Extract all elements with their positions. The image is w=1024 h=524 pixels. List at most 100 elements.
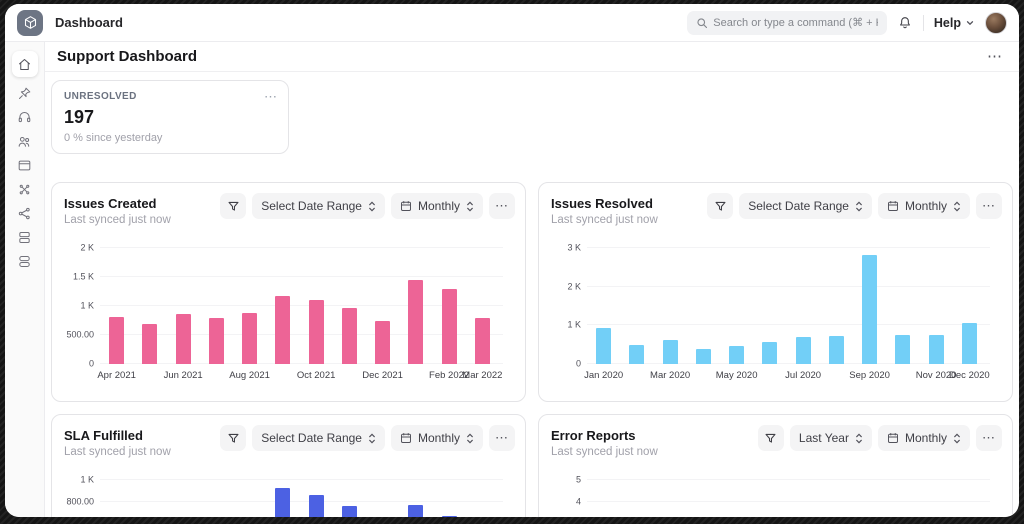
bar[interactable] [895,335,911,364]
bar[interactable] [729,346,745,364]
filter-button[interactable] [757,425,784,451]
bar[interactable] [629,344,645,364]
bar[interactable] [596,328,612,364]
bar[interactable] [275,487,291,517]
bar[interactable] [662,339,678,364]
granularity-select[interactable]: Monthly [390,425,483,451]
sidebar-item-tables[interactable] [12,250,38,272]
gridline [587,479,990,480]
bar[interactable] [928,334,944,364]
bar[interactable] [408,279,424,364]
bar[interactable] [441,516,457,517]
bar[interactable] [441,288,457,364]
x-axis-tick: Dec 2021 [362,370,403,381]
panel-subtitle: Last synced just now [551,446,658,458]
bar[interactable] [142,323,158,364]
bar[interactable] [474,317,490,364]
app-logo[interactable] [17,9,43,36]
sidebar-item-support[interactable] [12,106,38,128]
panel-more-button[interactable]: ⋯ [976,425,1002,451]
bar[interactable] [762,342,778,364]
panel-more-button[interactable]: ⋯ [489,425,515,451]
calendar-icon [400,432,412,444]
chevron-updown-icon [368,433,376,444]
sidebar-item-integrations[interactable] [12,202,38,224]
bar[interactable] [695,349,711,364]
panel-more-button[interactable]: ⋯ [976,193,1002,219]
search-icon [696,17,707,29]
date-range-label: Select Date Range [748,199,849,213]
panel-sla-fulfilled: SLA Fulfilled Last synced just now Selec… [51,414,526,517]
chevron-updown-icon [466,201,474,212]
date-range-select[interactable]: Select Date Range [252,193,385,219]
x-axis-tick: Jan 2020 [584,370,624,381]
gridline [587,285,990,287]
bar[interactable] [862,254,878,364]
search-placeholder: Search or type a command (⌘ + K) [713,17,878,29]
sidebar-item-teams[interactable] [12,130,38,152]
bar[interactable] [341,307,357,364]
bar[interactable] [961,323,977,364]
date-range-label: Select Date Range [261,199,362,213]
gridline [100,479,503,480]
y-axis-tick: 2 K [80,242,94,253]
date-range-select[interactable]: Last Year [789,425,872,451]
chevron-updown-icon [368,201,376,212]
gridline [100,276,503,277]
bar[interactable] [308,299,324,364]
bar[interactable] [341,506,357,517]
bar[interactable] [275,295,291,364]
topbar: Dashboard Search or type a command (⌘ + … [5,4,1019,42]
bar[interactable] [208,318,224,364]
date-range-select[interactable]: Select Date Range [739,193,872,219]
pin-icon [17,86,32,101]
y-axis-tick: 800.00 [66,496,94,507]
filter-button[interactable] [707,193,734,219]
gridline [100,334,503,335]
calendar-icon [400,200,412,212]
y-axis-tick: 1 K [80,474,94,485]
granularity-select[interactable]: Monthly [877,193,970,219]
gridline [100,501,503,503]
chevron-updown-icon [855,433,863,444]
bar[interactable] [795,336,811,364]
sidebar-item-pin[interactable] [12,82,38,104]
page-header: Support Dashboard ⋯ [45,42,1019,72]
x-axis-tick: Aug 2021 [229,370,270,381]
bar-chart-sla-fulfilled: 0200.00400.00600.00800.001 K [64,475,513,517]
x-axis-tick: Mar 2022 [462,370,503,381]
filter-button[interactable] [220,193,247,219]
date-range-select[interactable]: Select Date Range [252,425,385,451]
sidebar-item-data-sources[interactable] [12,226,38,248]
granularity-select[interactable]: Monthly [877,425,970,451]
headset-icon [17,110,32,125]
bar[interactable] [242,312,258,364]
bar[interactable] [308,495,324,517]
user-avatar[interactable] [985,11,1007,34]
dashboard-content: UNRESOLVED ⋯ 197 0 % since yesterday Iss… [45,72,1019,517]
page-more-button[interactable]: ⋯ [987,47,1003,65]
panel-more-button[interactable]: ⋯ [489,193,515,219]
bar[interactable] [375,320,391,364]
sidebar-item-home[interactable] [11,51,38,77]
help-menu[interactable]: Help [934,16,975,30]
granularity-label: Monthly [904,431,947,445]
charts-grid: Issues Created Last synced just now Sele… [51,182,1013,517]
bar[interactable] [175,314,191,364]
kpi-more-button[interactable]: ⋯ [264,89,278,104]
y-axis-tick: 1 K [80,300,94,311]
sidebar-item-tools[interactable] [12,178,38,200]
bar[interactable] [109,317,125,364]
sidebar-item-dashboards[interactable] [12,154,38,176]
bar[interactable] [408,505,424,517]
filter-button[interactable] [220,425,247,451]
notifications-button[interactable] [897,15,913,31]
chevron-updown-icon [953,433,961,444]
granularity-label: Monthly [417,431,460,445]
page-title: Support Dashboard [57,48,198,65]
granularity-select[interactable]: Monthly [390,193,483,219]
chevron-updown-icon [953,201,961,212]
search-input[interactable]: Search or type a command (⌘ + K) [686,10,887,35]
bar[interactable] [828,335,844,364]
bar-chart-issues-resolved: 0 1 K 2 K 3 K Jan 2020 Mar 2020 May 2020 Jul 20… [551,243,1000,384]
